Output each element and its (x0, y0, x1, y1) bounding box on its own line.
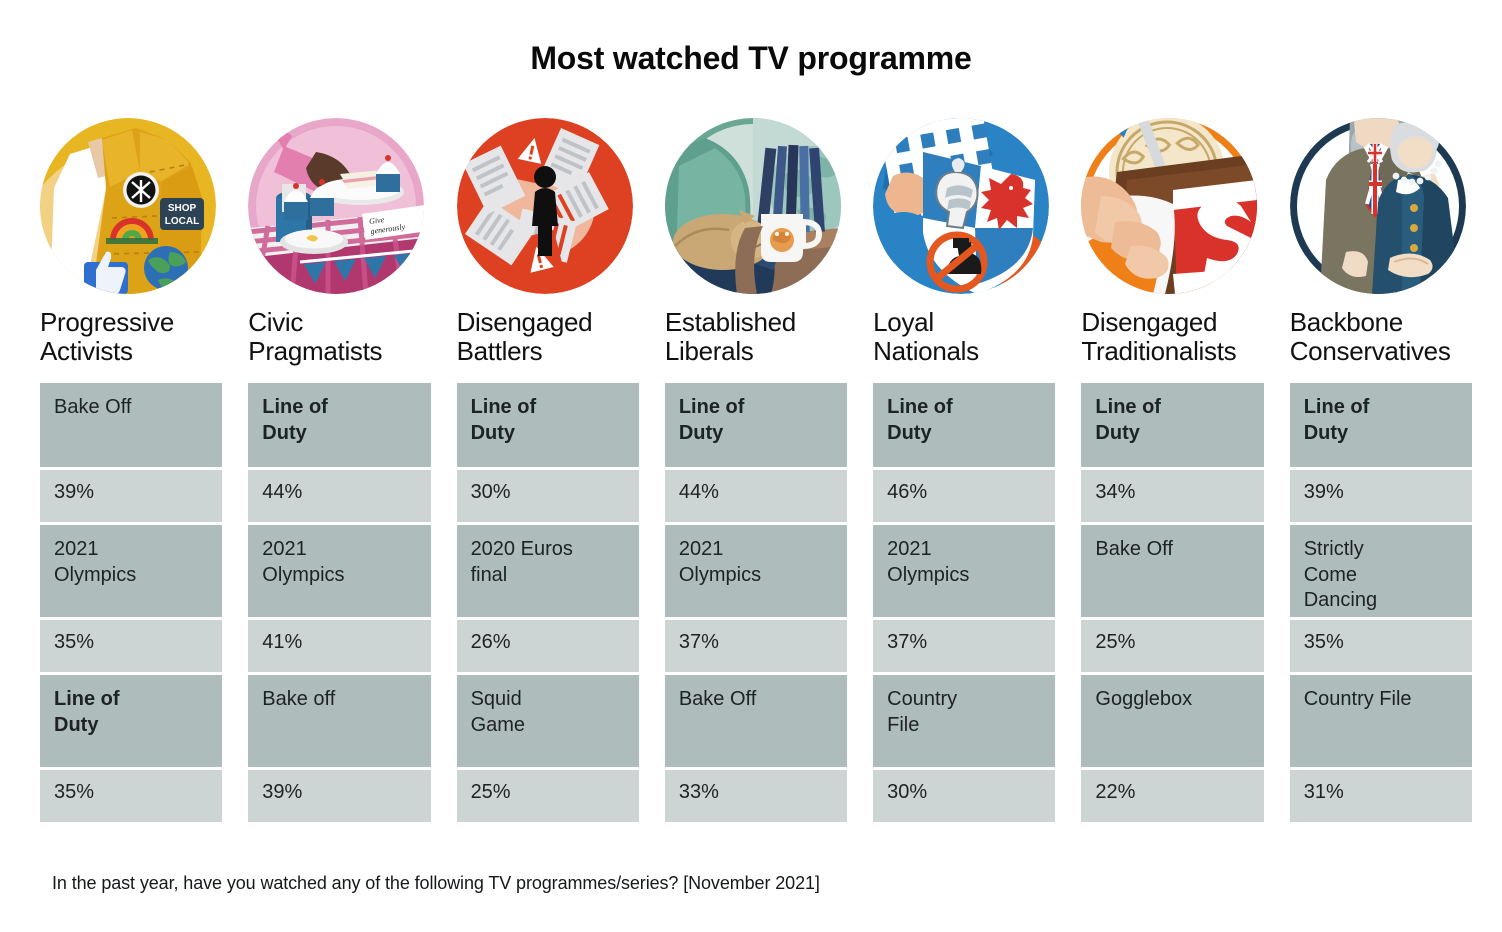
civic-pragmatists-bake-sale-illustration: Give generously (248, 118, 425, 294)
segment-cells: Line of Duty 44% 2021 Olympics 37% Bake Of… (664, 383, 848, 822)
footnote-question: In the past year, have you watched any o… (52, 873, 820, 893)
programme-cell: 2021 Olympics (664, 525, 848, 617)
loyal-nationals-shield-illustration (873, 118, 1050, 294)
percent-cell: 44% (664, 470, 848, 522)
segment-name-line2: Battlers (456, 336, 543, 367)
programme-cell: Bake off (248, 675, 431, 767)
segment-name-line2: Conservatives (1289, 336, 1451, 367)
percent-cell: 44% (248, 470, 431, 522)
progressive-activists-badge-jacket-illustration: SHOP LOCAL (40, 118, 216, 294)
segment-column-established-liberals: Established Liberals Line of Duty 44% 202… (664, 118, 848, 822)
percent-cell: 39% (1289, 470, 1472, 522)
programme-cell: Line of Duty (40, 675, 223, 767)
programme-cell: Country File (1289, 675, 1472, 767)
percent-cell: 37% (664, 620, 848, 672)
segment-name: Disengaged Traditionalists (1081, 307, 1263, 370)
segment-name-line1: Loyal (873, 307, 934, 337)
percent-cell: 41% (248, 620, 431, 672)
programme-cell: Gogglebox (1081, 675, 1264, 767)
segment-cells: Bake Off 39% 2021 Olympics 35% Line of Dut… (40, 383, 223, 822)
percent-cell: 25% (456, 770, 639, 822)
programme-cell: Line of Duty (456, 383, 639, 467)
programme-cell: 2021 Olympics (248, 525, 431, 617)
backbone-conservatives-couple-illustration (1289, 118, 1466, 294)
programme-cell: Line of Duty (248, 383, 431, 467)
programme-cell: 2021 Olympics (873, 525, 1056, 617)
percent-cell: 30% (456, 470, 639, 522)
segment-cells: Line of Duty 34% Bake Off 25% Gogglebox 2… (1081, 383, 1264, 822)
segment-name-line1: Backbone (1289, 307, 1404, 337)
programme-cell: Line of Duty (1081, 383, 1264, 467)
segment-cells: Line of Duty 46% 2021 Olympics 37% Country… (873, 383, 1056, 822)
percent-cell: 30% (873, 770, 1056, 822)
programme-cell: Line of Duty (873, 383, 1056, 467)
svg-text:SHOP: SHOP (168, 203, 197, 214)
segment-name-line1: Disengaged (456, 307, 593, 337)
segment-column-progressive-activists: SHOP LOCAL (40, 118, 223, 822)
programme-cell: Strictly Come Dancing (1289, 525, 1472, 617)
percent-cell: 39% (40, 470, 223, 522)
percent-cell: 33% (664, 770, 848, 822)
programme-cell: 2021 Olympics (40, 525, 223, 617)
percent-cell: 35% (40, 620, 223, 672)
segment-name: Established Liberals (664, 307, 847, 370)
segment-name-line2: Nationals (873, 336, 979, 367)
segment-name-line1: Established (664, 307, 796, 337)
segment-name-line2: Activists (40, 336, 133, 367)
programme-cell: Country File (873, 675, 1056, 767)
programme-cell: Line of Duty (1289, 383, 1472, 467)
segment-name-line1: Progressive (40, 307, 174, 337)
disengaged-traditionalists-pub-illustration: YE OLDE ALE (1081, 118, 1258, 294)
segment-name: Backbone Conservatives (1289, 307, 1472, 370)
segment-cells: Line of Duty 30% 2020 Euros final 26% Squi… (456, 383, 639, 822)
segment-name-line2: Liberals (664, 336, 754, 367)
segment-cells: Line of Duty 39% Strictly Come Dancing 35% … (1289, 383, 1472, 822)
segment-column-backbone-conservatives: Backbone Conservatives Line of Duty 39% S… (1289, 118, 1472, 822)
percent-cell: 31% (1289, 770, 1472, 822)
percent-cell: 25% (1081, 620, 1264, 672)
segment-name-line2: Traditionalists (1081, 336, 1237, 367)
segment-name-line2: Pragmatists (248, 336, 383, 367)
segment-column-civic-pragmatists: Give generously (248, 118, 431, 822)
programme-cell: Line of Duty (664, 383, 848, 467)
segment-name: Disengaged Battlers (456, 307, 639, 370)
svg-text:LOCAL: LOCAL (165, 216, 199, 227)
percent-cell: 35% (1289, 620, 1472, 672)
segment-name: Civic Pragmatists (248, 307, 430, 370)
established-liberals-cat-books-illustration (664, 118, 841, 294)
segment-name: Loyal Nationals (873, 307, 1055, 370)
programme-cell: Bake Off (1081, 525, 1264, 617)
programme-cell: Squid Game (456, 675, 639, 767)
percent-cell: 34% (1081, 470, 1264, 522)
programme-cell: Bake Off (664, 675, 848, 767)
segment-name: Progressive Activists (40, 307, 222, 370)
percent-cell: 37% (873, 620, 1056, 672)
percent-cell: 39% (248, 770, 431, 822)
programme-cell: Bake Off (40, 383, 223, 467)
segment-column-loyal-nationals: Loyal Nationals Line of Duty 46% 2021 Olym… (873, 118, 1056, 822)
disengaged-battlers-bills-illustration (456, 118, 633, 294)
segment-column-disengaged-traditionalists: YE OLDE ALE (1081, 118, 1264, 822)
segment-name-line1: Disengaged (1081, 307, 1218, 337)
programme-cell: 2020 Euros final (456, 525, 639, 617)
percent-cell: 26% (456, 620, 639, 672)
segment-column-disengaged-battlers: Disengaged Battlers Line of Duty 30% 2020… (456, 118, 639, 822)
segment-grid: SHOP LOCAL (40, 118, 1472, 822)
svg-text:Give: Give (369, 215, 386, 226)
page-title: Most watched TV programme (530, 40, 972, 76)
percent-cell: 35% (40, 770, 223, 822)
segment-name-line1: Civic (248, 307, 304, 337)
segment-cells: Line of Duty 44% 2021 Olympics 41% Bake of… (248, 383, 431, 822)
percent-cell: 46% (873, 470, 1056, 522)
percent-cell: 22% (1081, 770, 1264, 822)
